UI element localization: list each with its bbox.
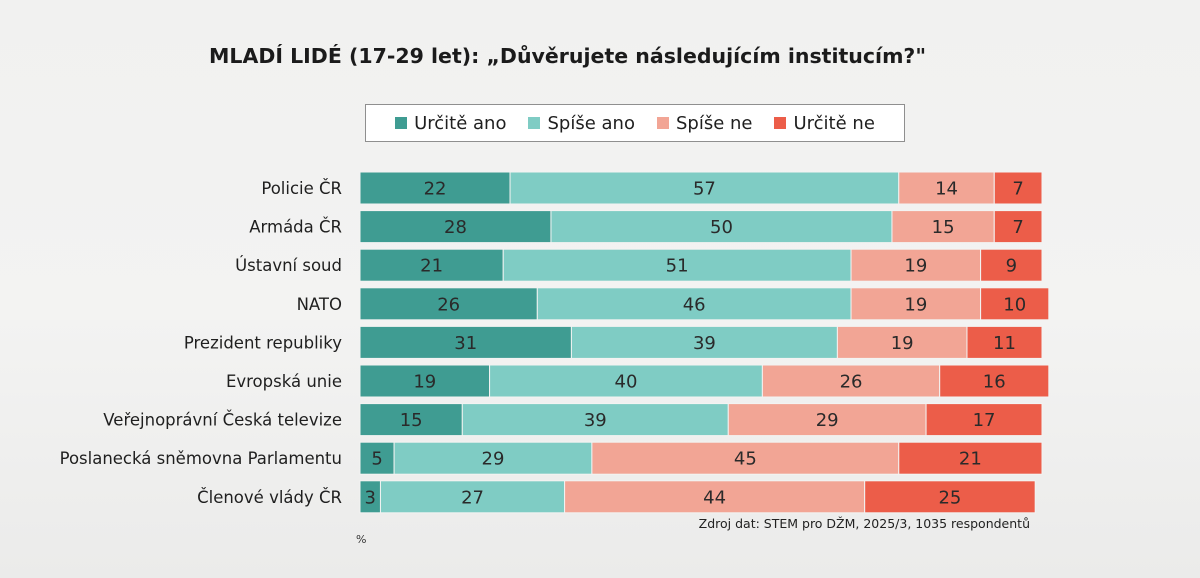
bar-policie-cr-spise-ano <box>509 171 900 205</box>
legend-swatch-spise-ano <box>528 117 541 129</box>
value-label-ustavni-soud-urcite-ano: 21 <box>420 256 443 277</box>
legend-label-urcite-ne: Určitě ne <box>793 112 875 134</box>
value-label-poslanecka-snemovna-parlamentu-urcite-ano: 5 <box>371 449 382 470</box>
bar-ustavni-soud-spise-ano <box>502 248 852 282</box>
category-label-ustavni-soud: Ústavní soud <box>235 256 342 275</box>
bar-verejnopravni-ceska-televize-spise-ne <box>727 403 927 437</box>
bar-evropska-unie-spise-ano <box>489 364 763 398</box>
value-label-nato-spise-ano: 46 <box>683 294 706 315</box>
data-source-note: Zdroj dat: STEM pro DŽM, 2025/3, 1035 re… <box>698 516 1030 531</box>
bar-verejnopravni-ceska-televize-urcite-ano <box>359 403 463 437</box>
bar-clenove-vlady-cr-spise-ne <box>564 480 866 514</box>
category-label-policie-cr: Policie ČR <box>261 179 342 198</box>
category-label-evropska-unie: Evropská unie <box>226 372 342 391</box>
value-label-armada-cr-spise-ne: 15 <box>932 217 955 238</box>
legend-label-urcite-ano: Určitě ano <box>414 112 507 134</box>
bar-clenove-vlady-cr-spise-ano <box>379 480 566 514</box>
bar-policie-cr-urcite-ano <box>359 171 511 205</box>
value-label-prezident-republiky-urcite-ne: 11 <box>993 333 1016 354</box>
value-label-clenove-vlady-cr-urcite-ano: 3 <box>365 487 376 508</box>
value-label-evropska-unie-urcite-ne: 16 <box>983 372 1006 393</box>
category-label-poslanecka-snemovna-parlamentu: Poslanecká sněmovna Parlamentu <box>60 449 342 468</box>
value-label-poslanecka-snemovna-parlamentu-spise-ne: 45 <box>734 449 757 470</box>
bar-nato-spise-ano <box>536 287 852 321</box>
legend-label-spise-ne: Spíše ne <box>675 112 753 134</box>
unit-label: % <box>356 533 367 546</box>
bar-ustavni-soud-urcite-ano <box>359 248 504 282</box>
value-label-ustavni-soud-spise-ne: 19 <box>904 256 927 277</box>
value-label-prezident-republiky-urcite-ano: 31 <box>454 333 477 354</box>
bar-nato-spise-ne <box>850 287 982 321</box>
value-label-ustavni-soud-spise-ano: 51 <box>666 256 689 277</box>
value-label-evropska-unie-urcite-ano: 19 <box>413 372 436 393</box>
bar-poslanecka-snemovna-parlamentu-urcite-ne <box>898 441 1043 475</box>
value-label-armada-cr-spise-ano: 50 <box>710 217 733 238</box>
value-label-nato-urcite-ne: 10 <box>1003 294 1026 315</box>
category-label-armada-cr: Armáda ČR <box>249 218 342 237</box>
value-label-verejnopravni-ceska-televize-spise-ano: 39 <box>584 410 607 431</box>
value-label-prezident-republiky-spise-ano: 39 <box>693 333 716 354</box>
value-label-evropska-unie-spise-ano: 40 <box>615 372 638 393</box>
bar-poslanecka-snemovna-parlamentu-spise-ne <box>591 441 900 475</box>
bar-policie-cr-urcite-ne <box>993 171 1043 205</box>
value-label-clenove-vlady-cr-spise-ano: 27 <box>461 487 484 508</box>
value-label-policie-cr-urcite-ne: 7 <box>1012 179 1023 200</box>
bar-armada-cr-urcite-ne <box>993 210 1043 244</box>
value-label-policie-cr-spise-ne: 14 <box>935 179 958 200</box>
value-label-policie-cr-spise-ano: 57 <box>693 179 716 200</box>
bar-prezident-republiky-urcite-ne <box>966 325 1043 359</box>
value-label-policie-cr-urcite-ano: 22 <box>424 179 447 200</box>
value-label-prezident-republiky-spise-ne: 19 <box>891 333 914 354</box>
bar-verejnopravni-ceska-televize-urcite-ne <box>925 403 1043 437</box>
category-label-nato: NATO <box>297 295 342 314</box>
legend-item-urcite-ne: Určitě ne <box>774 112 875 134</box>
category-label-clenove-vlady-cr: Členové vlády ČR <box>197 488 342 507</box>
value-label-evropska-unie-spise-ne: 26 <box>840 372 863 393</box>
value-label-verejnopravni-ceska-televize-urcite-ano: 15 <box>400 410 423 431</box>
legend-item-spise-ne: Spíše ne <box>656 112 753 134</box>
bar-prezident-republiky-spise-ne <box>836 325 968 359</box>
legend-item-spise-ano: Spíše ano <box>528 112 635 134</box>
value-label-armada-cr-urcite-ano: 28 <box>444 217 467 238</box>
chart-legend: Určitě ano Spíše ano Spíše ne Určitě ne <box>365 104 905 142</box>
value-label-poslanecka-snemovna-parlamentu-urcite-ne: 21 <box>959 449 982 470</box>
bar-ustavni-soud-urcite-ne <box>980 248 1043 282</box>
value-label-armada-cr-urcite-ne: 7 <box>1012 217 1023 238</box>
bar-nato-urcite-ne <box>980 287 1050 321</box>
bar-armada-cr-urcite-ano <box>359 210 552 244</box>
value-label-nato-urcite-ano: 26 <box>437 294 460 315</box>
value-label-ustavni-soud-urcite-ne: 9 <box>1006 256 1017 277</box>
bar-poslanecka-snemovna-parlamentu-urcite-ano <box>359 441 395 475</box>
bar-armada-cr-spise-ne <box>891 210 995 244</box>
bar-clenove-vlady-cr-urcite-ne <box>864 480 1036 514</box>
chart-title: MLADÍ LIDÉ (17-29 let): „Důvěrujete násl… <box>209 44 926 68</box>
legend-swatch-urcite-ne <box>774 117 787 129</box>
bar-ustavni-soud-spise-ne <box>850 248 982 282</box>
value-label-poslanecka-snemovna-parlamentu-spise-ano: 29 <box>482 449 505 470</box>
value-label-verejnopravni-ceska-televize-urcite-ne: 17 <box>973 410 996 431</box>
bar-poslanecka-snemovna-parlamentu-spise-ano <box>393 441 593 475</box>
legend-label-spise-ano: Spíše ano <box>547 112 635 134</box>
category-label-verejnopravni-ceska-televize: Veřejnoprávní Česká televize <box>103 411 342 430</box>
value-label-verejnopravni-ceska-televize-spise-ne: 29 <box>816 410 839 431</box>
bar-nato-urcite-ano <box>359 287 538 321</box>
bar-prezident-republiky-spise-ano <box>570 325 838 359</box>
legend-swatch-urcite-ano <box>395 117 408 129</box>
legend-swatch-spise-ne <box>656 117 669 129</box>
category-label-prezident-republiky: Prezident republiky <box>184 333 342 352</box>
value-label-clenove-vlady-cr-spise-ne: 44 <box>703 487 726 508</box>
bar-evropska-unie-urcite-ne <box>939 364 1050 398</box>
legend-item-urcite-ano: Určitě ano <box>395 113 506 134</box>
value-label-nato-spise-ne: 19 <box>904 294 927 315</box>
value-label-clenove-vlady-cr-urcite-ne: 25 <box>938 487 961 508</box>
bar-policie-cr-spise-ne <box>898 171 995 205</box>
